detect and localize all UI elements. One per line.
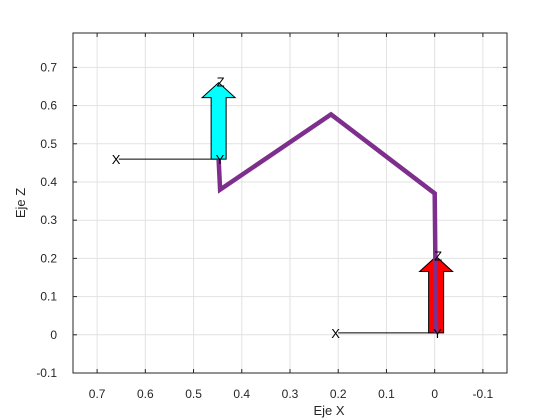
x-tick-label: 0.3	[282, 387, 299, 401]
x-tick-label: 0.5	[185, 387, 202, 401]
frame-y-label: Y	[433, 326, 442, 341]
y-axis-label: Eje Z	[13, 188, 28, 218]
x-tick-label: 0.6	[137, 387, 154, 401]
x-tick-label: 0.7	[89, 387, 106, 401]
x-axis-label: Eje X	[313, 403, 344, 418]
frame-y-label: Y	[216, 152, 225, 167]
series	[216, 111, 439, 333]
series-line	[216, 111, 439, 333]
x-tick-label: 0.2	[330, 387, 347, 401]
x-tick-label: -0.1	[473, 387, 494, 401]
frame-x-label: X	[331, 326, 340, 341]
x-tick-label: 0.4	[233, 387, 250, 401]
x-tick-label: 0.1	[378, 387, 395, 401]
frame-x-label: X	[112, 152, 121, 167]
y-tick-label: 0.3	[40, 213, 57, 227]
y-tick-label: 0.7	[40, 60, 57, 74]
frame-z-label: Z	[217, 75, 225, 90]
frame-z-arrow	[200, 81, 237, 160]
y-tick-label: 0.1	[40, 290, 57, 304]
y-tick-label: -0.1	[36, 366, 57, 380]
y-tick-label: 0.5	[40, 137, 57, 151]
y-tick-label: 0.2	[40, 251, 57, 265]
y-tick-label: 0.4	[40, 175, 57, 189]
ticks: 0.7 0.6 0.5 0.4 0.3 0.2 0.1 0 -0.1 -0.1 0 0.1 0.2 0.3…	[36, 33, 507, 401]
frame-labels: X Y Z X Y Z	[112, 75, 442, 341]
frame-z-label: Z	[434, 248, 442, 263]
y-tick-label: 0.6	[40, 99, 57, 113]
x-tick-label: 0	[431, 387, 438, 401]
y-tick-label: 0	[50, 328, 57, 342]
